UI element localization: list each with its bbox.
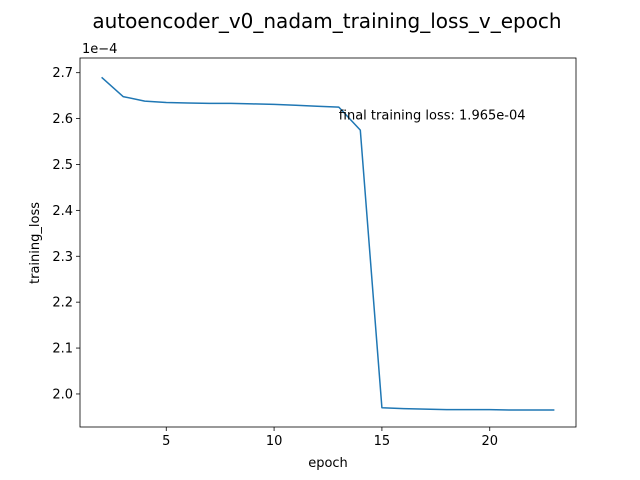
y-tick-label: 2.6	[52, 112, 73, 127]
y-scale-label: 1e−4	[82, 42, 117, 57]
y-tick-label: 2.2	[52, 296, 73, 311]
y-axis-label: training_loss	[28, 202, 43, 284]
y-tick-label: 2.1	[52, 342, 73, 357]
x-tick-label: 10	[266, 434, 283, 449]
chart-title: autoencoder_v0_nadam_training_loss_v_epo…	[92, 9, 561, 33]
series-line-0	[101, 76, 555, 411]
x-axis-label: epoch	[308, 456, 348, 471]
x-tick-label: 20	[481, 434, 498, 449]
plot-area: 5 10 15 20 2.0 2.1 2.2 2.3 2.4 2.5 2.6 2.7 final tra…	[52, 57, 577, 449]
y-tick-label: 2.4	[52, 204, 73, 219]
y-tick-label: 2.0	[52, 387, 73, 402]
plot-frame	[79, 57, 577, 428]
x-tick-label: 15	[374, 434, 391, 449]
annotation-final-loss: final training loss: 1.965e-04	[339, 108, 526, 123]
y-tick-label: 2.7	[52, 66, 73, 81]
y-tick-label: 2.5	[52, 158, 73, 173]
x-tick-label: 5	[162, 434, 170, 449]
y-tick-label: 2.3	[52, 250, 73, 265]
